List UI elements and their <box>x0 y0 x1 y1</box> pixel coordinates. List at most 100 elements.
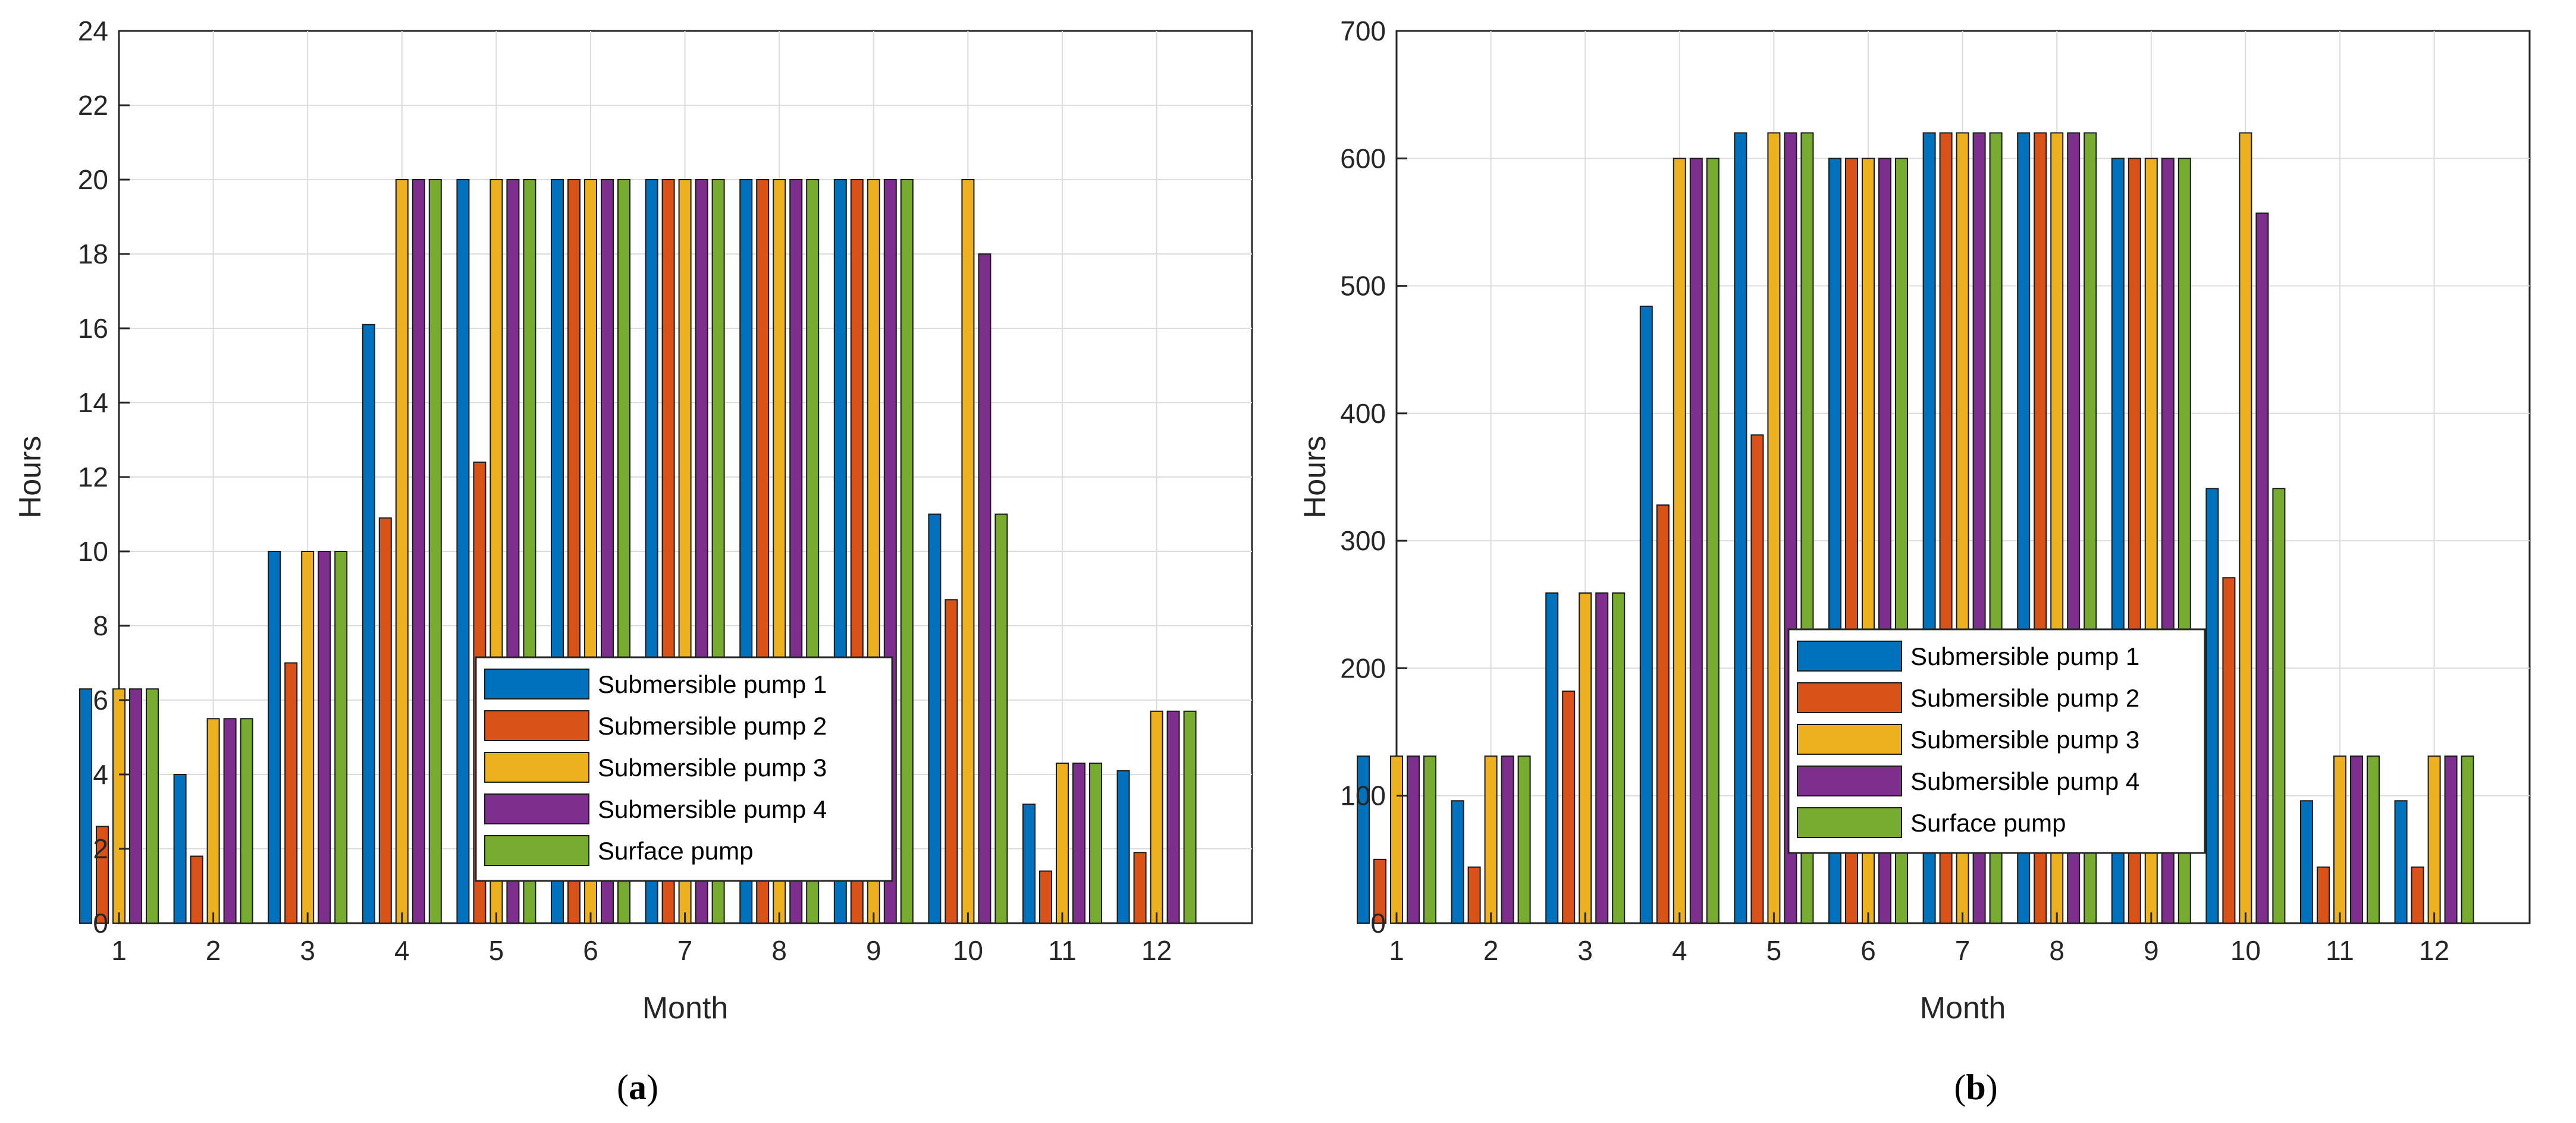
panel-a-legend-label: Submersible pump 4 <box>598 795 827 823</box>
panel-a-bar-s5-m1 <box>146 688 159 924</box>
panel-b-y-tick-label: 600 <box>1340 143 1386 174</box>
panel-a-y-tick-label: 8 <box>93 610 108 641</box>
panel-a-x-tick-label: 3 <box>300 935 315 966</box>
panel-a-bar-s4-m4 <box>412 179 425 924</box>
panel-b-x-tick-label: 4 <box>1672 935 1687 966</box>
panel-a-x-tick-label: 9 <box>866 935 881 966</box>
panel-a-bar-s3-m2 <box>206 718 220 924</box>
panel-b-bar-s4-m12 <box>2444 755 2458 924</box>
panel-b-legend-label: Surface pump <box>1910 809 2066 837</box>
panel-a-y-tick-label: 18 <box>78 239 108 269</box>
panel-a-y-tick-label: 4 <box>93 759 108 790</box>
panel-b-caption-letter: b <box>1966 1068 1985 1107</box>
panel-b-legend-label: Submersible pump 1 <box>1910 642 2139 670</box>
panel-b-y-tick-label: 700 <box>1340 15 1386 46</box>
panel-a-bar-s5-m12 <box>1183 710 1197 924</box>
panel-a-x-tick-label: 5 <box>489 935 504 966</box>
panel-a-bar-s5-m9 <box>900 179 914 924</box>
panel-b-y-tick-label: 400 <box>1340 398 1386 429</box>
panel-b-bar-s3-m2 <box>1484 755 1498 924</box>
panel-a-y-tick-label: 24 <box>78 15 108 46</box>
panel-a-bar-s3-m1 <box>112 688 125 924</box>
panel-a-x-tick-label: 2 <box>206 935 221 966</box>
panel-a-legend-swatch <box>484 793 589 824</box>
panel-a-bar-s2-m4 <box>378 517 392 924</box>
panel-b-bar-s2-m10 <box>2222 577 2236 924</box>
panel-a-bar-s4-m2 <box>223 718 237 924</box>
panel-b-bar-s5-m11 <box>2367 755 2380 924</box>
panel-b-bar-s5-m10 <box>2272 488 2286 924</box>
panel-a-bar-s3-m12 <box>1150 710 1163 924</box>
panel-b-bar-s4-m11 <box>2350 755 2363 924</box>
panel-b-legend-swatch <box>1797 766 1902 796</box>
panel-a-bar-s3-m10 <box>961 179 975 924</box>
panel-a-legend-swatch <box>484 752 589 783</box>
panel-b-y-tick-label: 200 <box>1340 653 1386 683</box>
panel-b-bar-s5-m4 <box>1706 158 1720 924</box>
panel-a-y-tick-label: 16 <box>78 313 108 344</box>
panel-a-bar-s1-m5 <box>456 179 470 924</box>
panel-a-legend-label: Submersible pump 2 <box>598 712 827 740</box>
panel-a-legend-swatch <box>484 710 589 741</box>
panel-a-bar-s1-m10 <box>928 513 942 924</box>
panel-a-y-tick-label: 10 <box>78 536 108 567</box>
panel-b-legend-swatch <box>1797 641 1902 672</box>
panel-a-legend-swatch <box>484 835 589 866</box>
panel-a-bar-s4-m11 <box>1072 763 1085 924</box>
panel-b-y-axis-label: Hours <box>1298 436 1332 519</box>
panel-a-bar-s2-m1 <box>96 826 109 924</box>
panel-a-legend: Submersible pump 1 Submersible pump 2 Subm… <box>475 656 893 882</box>
panel-a-bar-s5-m2 <box>240 718 253 924</box>
panel-b-y-tick-label: 500 <box>1340 271 1386 302</box>
panel-b-y-tick-label: 0 <box>1370 908 1386 939</box>
panel-b-y-tick-label: 100 <box>1340 780 1386 811</box>
panel-b-bar-s3-m12 <box>2427 755 2441 924</box>
panel-b-x-tick-label: 10 <box>2230 935 2261 966</box>
panel-b-bar-s5-m3 <box>1612 592 1626 924</box>
panel-b-x-tick-label: 6 <box>1860 935 1876 966</box>
panel-a-bar-s4-m1 <box>129 688 142 924</box>
panel-b-legend-label: Submersible pump 3 <box>1910 726 2139 754</box>
panel-a-bar-s2-m2 <box>190 855 203 924</box>
panel-b-legend-swatch <box>1797 807 1902 838</box>
panel-b-x-tick-label: 8 <box>2049 935 2064 966</box>
panel-b-bar-s1-m2 <box>1451 800 1464 924</box>
panel-b-bar-s3-m1 <box>1390 755 1403 924</box>
panel-b-bar-s2-m2 <box>1467 866 1481 924</box>
panel-b-x-tick-label: 11 <box>2326 935 2354 966</box>
panel-a-y-tick-label: 14 <box>78 387 108 418</box>
panel-a-bar-s1-m12 <box>1116 770 1130 924</box>
panel-b-bar-s5-m1 <box>1423 755 1436 924</box>
panel-b-bar-s1-m10 <box>2205 488 2219 924</box>
panel-a-x-tick-label: 4 <box>394 935 410 966</box>
panel-a-bar-s3-m4 <box>395 179 409 924</box>
panel-a-bar-s5-m11 <box>1089 763 1102 924</box>
panel-b-bar-s4-m3 <box>1595 592 1609 924</box>
panel-b-bar-s2-m5 <box>1750 434 1764 924</box>
panel-b-x-tick-label: 7 <box>1955 935 1971 966</box>
panel-b-bar-s3-m4 <box>1673 158 1686 924</box>
panel-b-x-axis-label: Month <box>1920 991 2006 1025</box>
panel-a-bar-s5-m4 <box>428 179 442 924</box>
panel-b-bar-s3-m3 <box>1579 592 1592 924</box>
panel-a-legend-label: Surface pump <box>598 837 753 865</box>
panel-b-caption: (b) <box>1954 1068 1997 1107</box>
panel-a-bar-s3-m11 <box>1056 763 1069 924</box>
panel-b-y-tick-label: 300 <box>1340 525 1386 556</box>
panel-a-x-tick-label: 8 <box>771 935 787 966</box>
panel-a-legend-label: Submersible pump 3 <box>598 754 827 782</box>
panel-b-bar-s1-m12 <box>2394 800 2408 924</box>
panel-a-y-tick-label: 12 <box>78 462 108 493</box>
panel-a-x-tick-label: 7 <box>677 935 693 966</box>
panel-a-bar-s1-m3 <box>268 551 281 924</box>
panel-b-x-tick-label: 3 <box>1577 935 1593 966</box>
panel-a-bar-s5-m3 <box>334 551 348 924</box>
panel-a-bar-s1-m1 <box>79 688 92 924</box>
panel-b-legend-swatch <box>1797 682 1902 713</box>
panel-a-bar-s2-m11 <box>1039 870 1052 924</box>
panel-a-legend-swatch <box>484 669 589 699</box>
panel-a-y-tick-label: 2 <box>93 833 108 864</box>
panel-b-bar-s4-m10 <box>2255 212 2269 924</box>
